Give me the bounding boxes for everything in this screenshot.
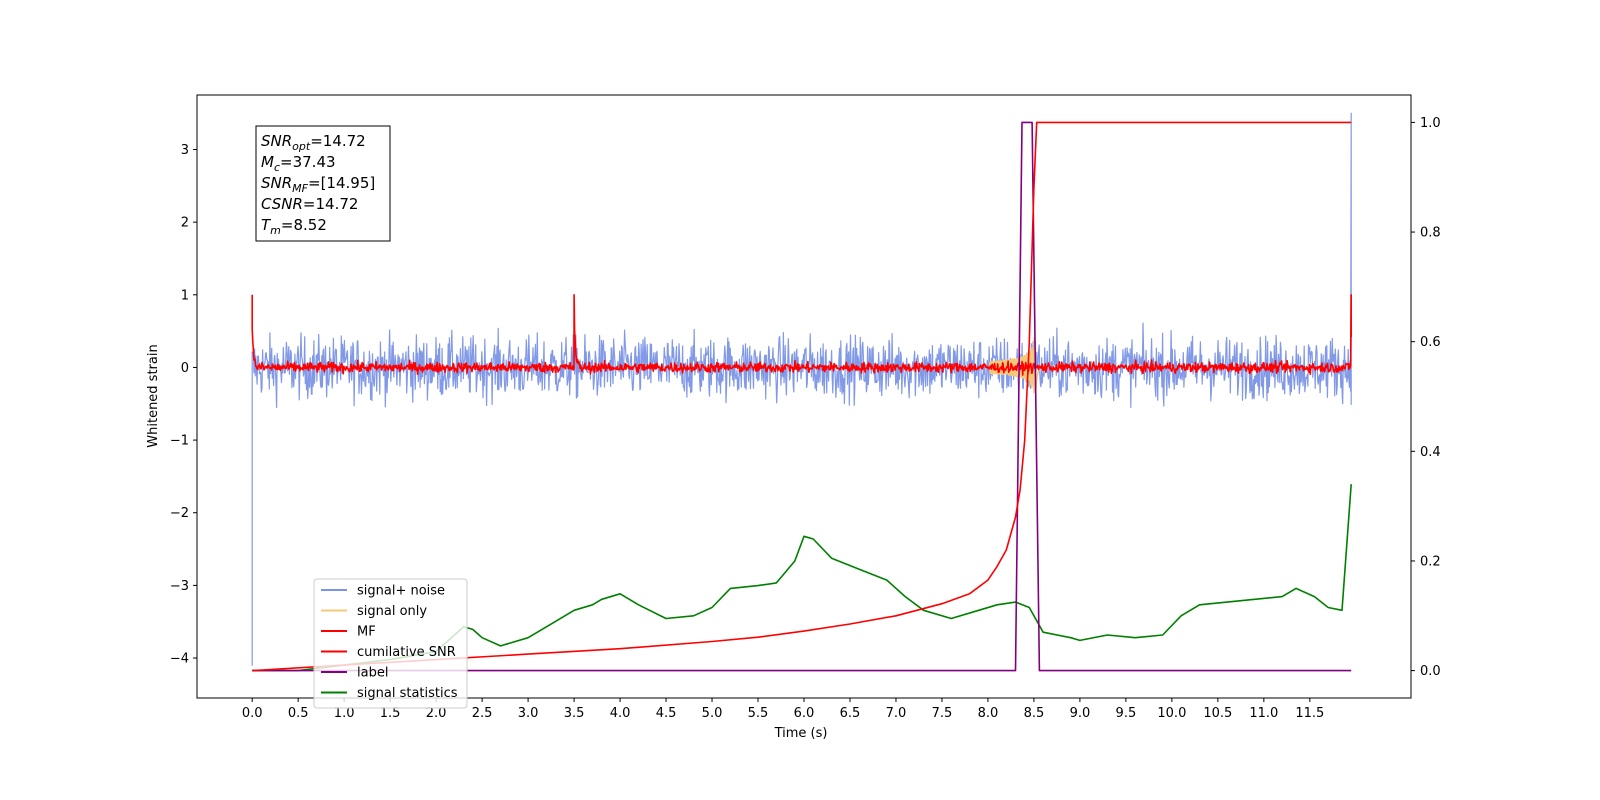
y-tick-label: −2 bbox=[170, 506, 189, 521]
info-box: SNRopt=14.72Mc=37.43SNRMF=[14.95]CSNR=14… bbox=[255, 125, 391, 242]
legend-frame bbox=[313, 578, 468, 709]
info-box-line: CSNR=14.72 bbox=[261, 195, 358, 213]
y-axis-left: −4 −3 −2 −1 0 1 2 3 bbox=[170, 143, 197, 667]
legend-entry: label bbox=[321, 666, 388, 681]
x-tick-label: 3.0 bbox=[518, 706, 539, 721]
x-tick-label: 9.5 bbox=[1116, 706, 1137, 721]
series-line-cumilative-snr bbox=[252, 121, 1352, 672]
info-box-line: SNRMF=[14.95] bbox=[261, 174, 375, 195]
info-box-frame bbox=[255, 125, 391, 242]
y2-tick-label: 0.6 bbox=[1420, 335, 1441, 350]
info-box-line: SNRopt=14.72 bbox=[261, 132, 366, 153]
legend: signal+ noise signal only MF cumilative SNR… bbox=[313, 578, 468, 709]
info-box-line: Mc=37.43 bbox=[261, 153, 336, 174]
x-tick-label: 2.5 bbox=[472, 706, 493, 721]
series-line-signal-statistics bbox=[252, 484, 1352, 672]
x-tick-label: 1.0 bbox=[334, 706, 355, 721]
y2-tick-label: 1.0 bbox=[1420, 116, 1441, 131]
x-tick-label: 11.0 bbox=[1249, 706, 1278, 721]
series-layer bbox=[251, 112, 1352, 672]
y-tick-label: −4 bbox=[170, 652, 189, 667]
x-tick-label: 7.5 bbox=[932, 706, 953, 721]
legend-entry: MF bbox=[321, 625, 376, 640]
x-tick-label: 8.0 bbox=[978, 706, 999, 721]
y-tick-label: 1 bbox=[181, 288, 189, 303]
x-tick-label: 10.0 bbox=[1157, 706, 1186, 721]
x-tick-label: 0.5 bbox=[288, 706, 309, 721]
x-tick-label: 1.5 bbox=[380, 706, 401, 721]
y2-tick-label: 0.4 bbox=[1420, 445, 1441, 460]
x-tick-label: 5.0 bbox=[702, 706, 723, 721]
legend-label: cumilative SNR bbox=[357, 645, 456, 660]
x-axis-label: Time (s) bbox=[774, 726, 828, 741]
y2-tick-label: 0.0 bbox=[1420, 664, 1441, 679]
y-tick-label: −3 bbox=[170, 579, 189, 594]
x-tick-label: 4.5 bbox=[656, 706, 677, 721]
x-tick-label: 0.0 bbox=[242, 706, 263, 721]
x-tick-label: 5.5 bbox=[748, 706, 769, 721]
x-axis: 0.0 0.5 1.0 1.5 2.0 2.5 3.0 3.5 4.0 4.5 5.0 5.5 6.0 6… bbox=[242, 698, 1324, 721]
y-tick-label: 0 bbox=[181, 361, 189, 376]
y-axis-label: Whitened strain bbox=[146, 344, 161, 447]
x-tick-label: 2.0 bbox=[426, 706, 447, 721]
legend-entry: cumilative SNR bbox=[321, 645, 456, 660]
legend-entry: signal+ noise bbox=[321, 584, 445, 599]
legend-label: signal only bbox=[357, 604, 427, 619]
x-tick-label: 6.5 bbox=[840, 706, 861, 721]
legend-entry: signal statistics bbox=[321, 686, 458, 701]
legend-label: signal statistics bbox=[357, 686, 458, 701]
y-tick-label: −1 bbox=[170, 434, 189, 449]
x-tick-label: 10.5 bbox=[1203, 706, 1232, 721]
y-axis-right: 0.0 0.2 0.4 0.6 0.8 1.0 bbox=[1411, 116, 1441, 679]
x-tick-label: 11.5 bbox=[1295, 706, 1324, 721]
legend-label: label bbox=[357, 666, 388, 681]
x-tick-label: 8.5 bbox=[1024, 706, 1045, 721]
y-tick-label: 3 bbox=[181, 143, 189, 158]
x-tick-label: 3.5 bbox=[564, 706, 585, 721]
y2-tick-label: 0.8 bbox=[1420, 226, 1441, 241]
legend-entry: signal only bbox=[321, 604, 427, 619]
info-box-line: Tm=8.52 bbox=[261, 216, 327, 237]
x-tick-label: 9.0 bbox=[1070, 706, 1091, 721]
series-line-label bbox=[252, 121, 1352, 672]
x-tick-label: 4.0 bbox=[610, 706, 631, 721]
x-tick-label: 6.0 bbox=[794, 706, 815, 721]
x-tick-label: 7.0 bbox=[886, 706, 907, 721]
y2-tick-label: 0.2 bbox=[1420, 554, 1441, 569]
y-tick-label: 2 bbox=[181, 216, 189, 231]
legend-label: MF bbox=[357, 625, 376, 640]
legend-label: signal+ noise bbox=[357, 584, 445, 599]
series-line-mf bbox=[251, 294, 1352, 376]
